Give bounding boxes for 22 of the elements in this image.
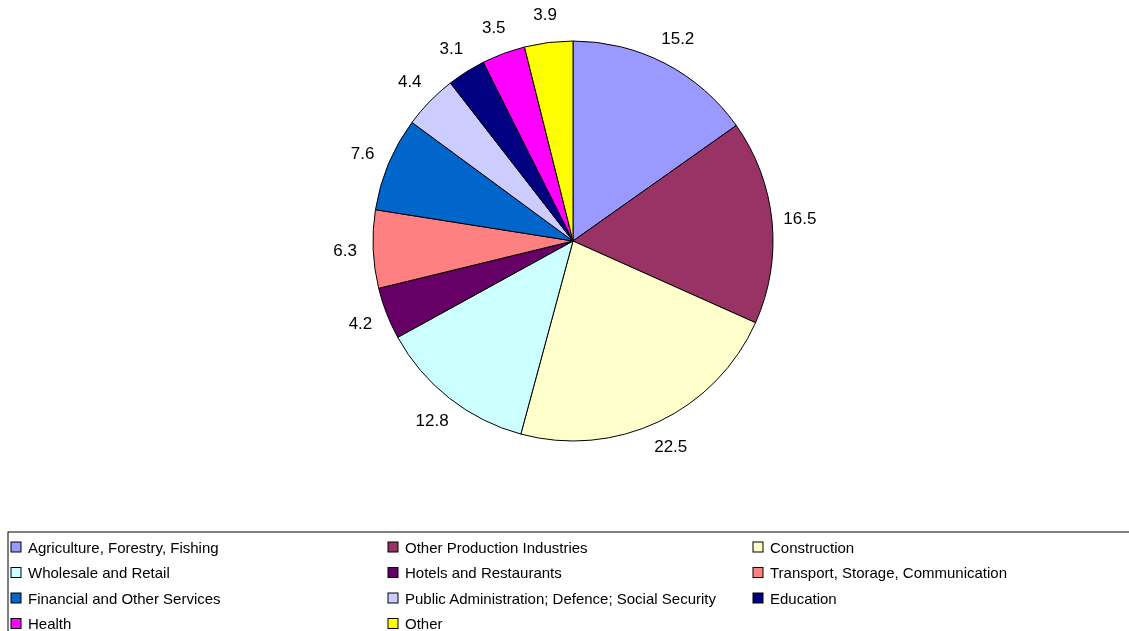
data-label: 15.2 bbox=[661, 29, 695, 48]
data-label: 3.1 bbox=[439, 38, 464, 58]
legend-label: Wholesale and Retail bbox=[28, 564, 170, 581]
data-label: 3.9 bbox=[533, 5, 557, 25]
legend-label: Other Production Industries bbox=[405, 538, 588, 556]
legend-label: Hotels and Restaurants bbox=[405, 564, 562, 581]
legend-label: Financial and Other Services bbox=[28, 589, 221, 607]
legend-label: Transport, Storage, Communication bbox=[770, 564, 1008, 581]
data-label: 12.8 bbox=[415, 410, 449, 430]
data-label: 7.6 bbox=[350, 143, 375, 163]
legend-label: Other bbox=[405, 615, 443, 631]
legend-label: Education bbox=[770, 589, 837, 607]
legend-label: Public Administration; Defence; Social Security bbox=[405, 589, 717, 607]
data-label: 3.5 bbox=[481, 17, 506, 37]
data-label: 4.2 bbox=[348, 314, 373, 334]
data-label: 22.5 bbox=[654, 437, 688, 457]
legend-label: Health bbox=[28, 615, 72, 631]
data-label: 16.5 bbox=[783, 209, 817, 229]
legend-label: Construction bbox=[770, 538, 855, 556]
legend-label: Agriculture, Forestry, Fishing bbox=[28, 538, 219, 556]
data-label: 4.4 bbox=[397, 72, 422, 92]
data-label: 6.3 bbox=[333, 240, 358, 260]
